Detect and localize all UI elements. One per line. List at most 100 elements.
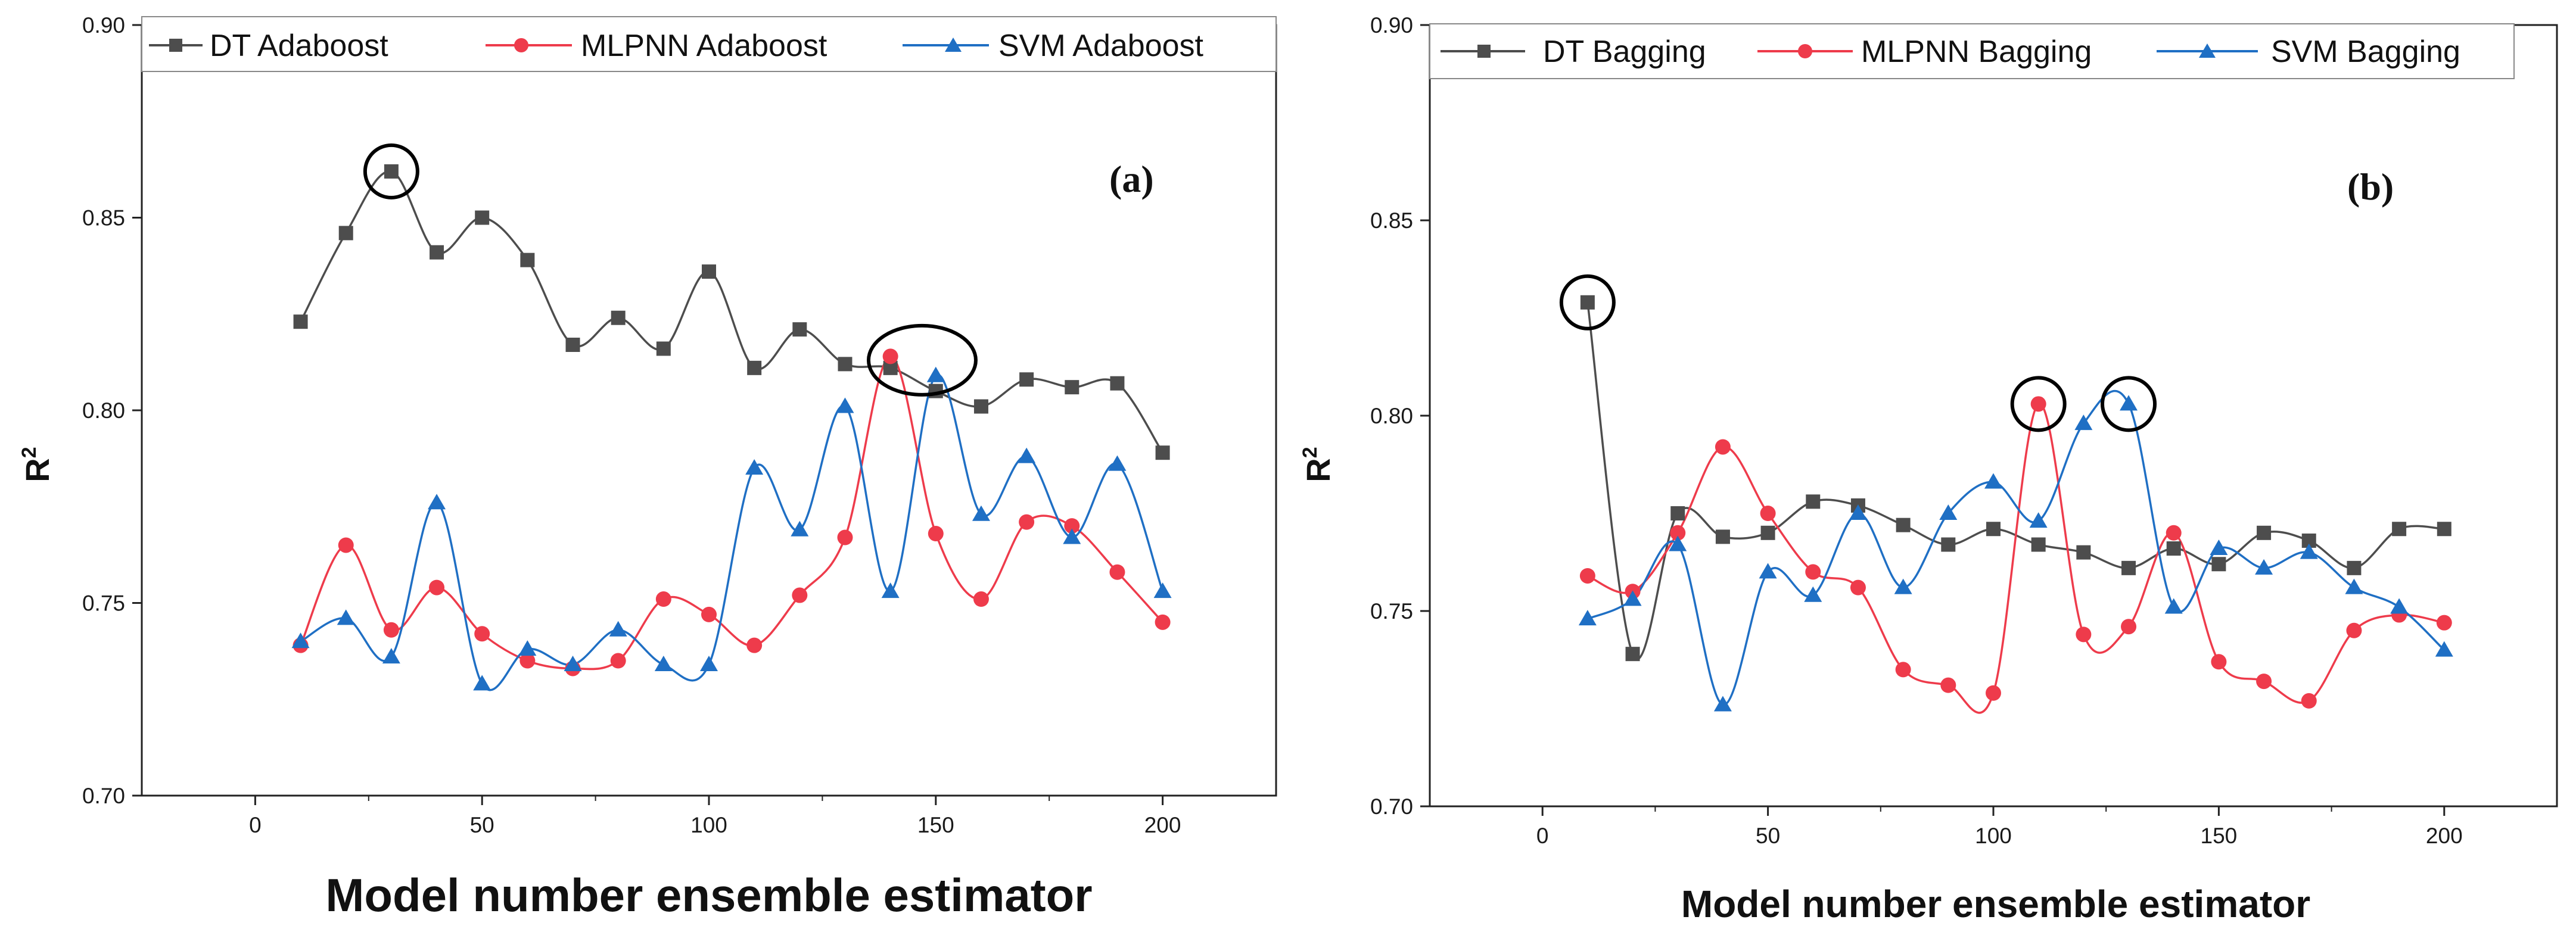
data-point-mlpnn-adaboost-20 <box>338 537 354 553</box>
data-point-svm-bagging-110 <box>2029 512 2048 528</box>
data-point-mlpnn-adaboost-180 <box>1064 518 1080 534</box>
legend-label-dt-adaboost: DT Adaboost <box>210 29 388 63</box>
data-point-dt-adaboost-100 <box>702 264 716 279</box>
data-point-dt-adaboost-120 <box>792 322 807 337</box>
data-point-dt-adaboost-190 <box>1110 376 1125 391</box>
data-point-mlpnn-bagging-40 <box>1715 439 1731 455</box>
legend-a: DT Adaboost MLPNN Adaboost SVM Adaboost <box>141 16 1277 72</box>
legend-marker-svm-bagging <box>2199 43 2216 58</box>
data-point-dt-bagging-50 <box>1760 525 1775 540</box>
x-tick-label-b-3: 150 <box>2201 824 2238 848</box>
data-point-mlpnn-bagging-170 <box>2301 693 2317 709</box>
data-point-svm-bagging-160 <box>2255 559 2273 575</box>
highlight-circle-a-0 <box>363 143 419 199</box>
highlight-circle-b-0 <box>1559 274 1616 331</box>
x-tick-label-a-0: 0 <box>249 813 262 837</box>
data-point-mlpnn-bagging-100 <box>1986 685 2001 701</box>
data-point-svm-bagging-100 <box>1984 473 2002 489</box>
chart-panel-b: 0 50 100 150 200 0.70 0.75 0.80 0.85 0.90 DT Bagg… <box>1299 13 2558 925</box>
legend-label-mlpnn-bagging: MLPNN Bagging <box>1861 35 2092 69</box>
highlight-layer-b <box>1559 274 2157 432</box>
data-point-mlpnn-adaboost-120 <box>792 587 808 603</box>
y-axis-label-sup-b: 2 <box>1299 447 1321 458</box>
data-point-mlpnn-adaboost-130 <box>837 529 853 545</box>
y-tick-label-a-1: 0.75 <box>82 591 125 616</box>
y-tick-label-b-1: 0.75 <box>1370 599 1413 624</box>
y-axis-label-a: R2 <box>18 447 56 482</box>
x-tick-label-b-1: 50 <box>1756 824 1780 848</box>
data-point-dt-bagging-100 <box>1986 522 2001 537</box>
y-tick-label-a-4: 0.90 <box>82 13 125 38</box>
x-tick-label-b-0: 0 <box>1536 824 1549 848</box>
data-point-mlpnn-adaboost-170 <box>1019 514 1035 530</box>
legend-label-svm-bagging: SVM Bagging <box>2271 35 2460 69</box>
data-point-svm-bagging-180 <box>2345 578 2363 594</box>
data-point-svm-bagging-10 <box>1578 610 1597 626</box>
data-point-dt-adaboost-20 <box>338 226 353 241</box>
data-point-mlpnn-adaboost-60 <box>519 653 536 669</box>
data-point-svm-bagging-200 <box>2435 641 2453 657</box>
y-tick-label-b-2: 0.80 <box>1370 404 1413 428</box>
legend-marker-dt-bagging <box>1477 45 1491 58</box>
data-point-svm-adaboost-200 <box>1153 582 1172 598</box>
legend-label-svm-adaboost: SVM Adaboost <box>998 29 1204 63</box>
data-point-dt-bagging-140 <box>2166 541 2181 556</box>
highlight-circle-b-2 <box>2101 376 2157 432</box>
data-point-dt-bagging-30 <box>1670 506 1685 520</box>
data-point-svm-adaboost-140 <box>881 582 900 598</box>
data-point-svm-adaboost-160 <box>972 505 990 521</box>
highlight-layer-a <box>363 143 978 397</box>
data-point-mlpnn-adaboost-160 <box>973 591 989 607</box>
data-point-mlpnn-bagging-60 <box>1805 564 1821 580</box>
data-point-svm-adaboost-10 <box>291 632 310 649</box>
legend-marker-mlpnn-bagging <box>1798 44 1812 58</box>
x-axis-label-a: Model number ensemble estimator <box>325 869 1092 921</box>
y-tick-label-b-4: 0.90 <box>1370 13 1413 38</box>
data-point-dt-bagging-80 <box>1896 518 1911 532</box>
data-point-mlpnn-adaboost-200 <box>1155 614 1171 630</box>
legend-b: DT Bagging MLPNN Bagging SVM Bagging <box>1429 23 2515 79</box>
data-point-dt-bagging-20 <box>1625 647 1640 662</box>
data-point-dt-adaboost-50 <box>475 210 490 225</box>
series-line-dt-bagging <box>1586 302 2444 660</box>
data-point-dt-bagging-200 <box>2437 522 2451 537</box>
data-point-mlpnn-bagging-30 <box>1670 525 1686 541</box>
data-point-svm-adaboost-30 <box>382 648 400 664</box>
data-point-mlpnn-bagging-160 <box>2256 674 2272 690</box>
data-point-dt-bagging-40 <box>1715 529 1730 544</box>
legend-marker-mlpnn-adaboost <box>514 38 528 52</box>
tick-layer-a: 0 50 100 150 200 0.70 0.75 0.80 0.85 0.90 <box>82 13 1181 837</box>
x-tick-label-a-1: 50 <box>470 813 494 837</box>
x-tick-label-b-2: 100 <box>1975 824 2012 848</box>
data-point-mlpnn-bagging-130 <box>2121 619 2137 635</box>
data-point-mlpnn-bagging-140 <box>2166 525 2182 541</box>
data-point-svm-bagging-50 <box>1759 563 1777 579</box>
data-point-svm-adaboost-50 <box>473 675 491 691</box>
y-axis-label-sup-a: 2 <box>18 447 41 458</box>
data-point-dt-adaboost-160 <box>973 399 988 414</box>
data-point-dt-bagging-130 <box>2121 560 2136 575</box>
data-point-svm-adaboost-60 <box>518 640 537 656</box>
data-point-mlpnn-adaboost-140 <box>882 348 898 364</box>
data-point-svm-adaboost-90 <box>654 656 673 672</box>
y-axis-label-b: R2 <box>1299 447 1337 482</box>
data-point-dt-adaboost-10 <box>293 314 308 329</box>
data-point-mlpnn-adaboost-80 <box>610 653 626 669</box>
data-point-mlpnn-adaboost-40 <box>429 579 445 596</box>
data-point-svm-adaboost-40 <box>428 494 446 510</box>
data-point-svm-adaboost-180 <box>1063 528 1081 544</box>
y-tick-label-a-0: 0.70 <box>82 784 125 808</box>
data-point-mlpnn-adaboost-90 <box>655 591 671 607</box>
data-point-svm-adaboost-20 <box>337 609 355 625</box>
data-point-svm-bagging-150 <box>2210 540 2228 556</box>
data-point-svm-adaboost-80 <box>609 621 627 637</box>
x-tick-label-a-3: 150 <box>917 813 954 837</box>
data-point-svm-bagging-190 <box>2390 598 2409 614</box>
legend-marker-dt-adaboost <box>169 39 182 52</box>
data-point-mlpnn-bagging-120 <box>2076 626 2092 643</box>
x-tick-label-a-4: 200 <box>1144 813 1181 837</box>
data-point-dt-adaboost-130 <box>838 357 853 372</box>
highlight-ellipse-a-1 <box>866 323 978 397</box>
legend-box-a <box>141 16 1277 72</box>
data-point-svm-bagging-120 <box>2074 414 2093 431</box>
